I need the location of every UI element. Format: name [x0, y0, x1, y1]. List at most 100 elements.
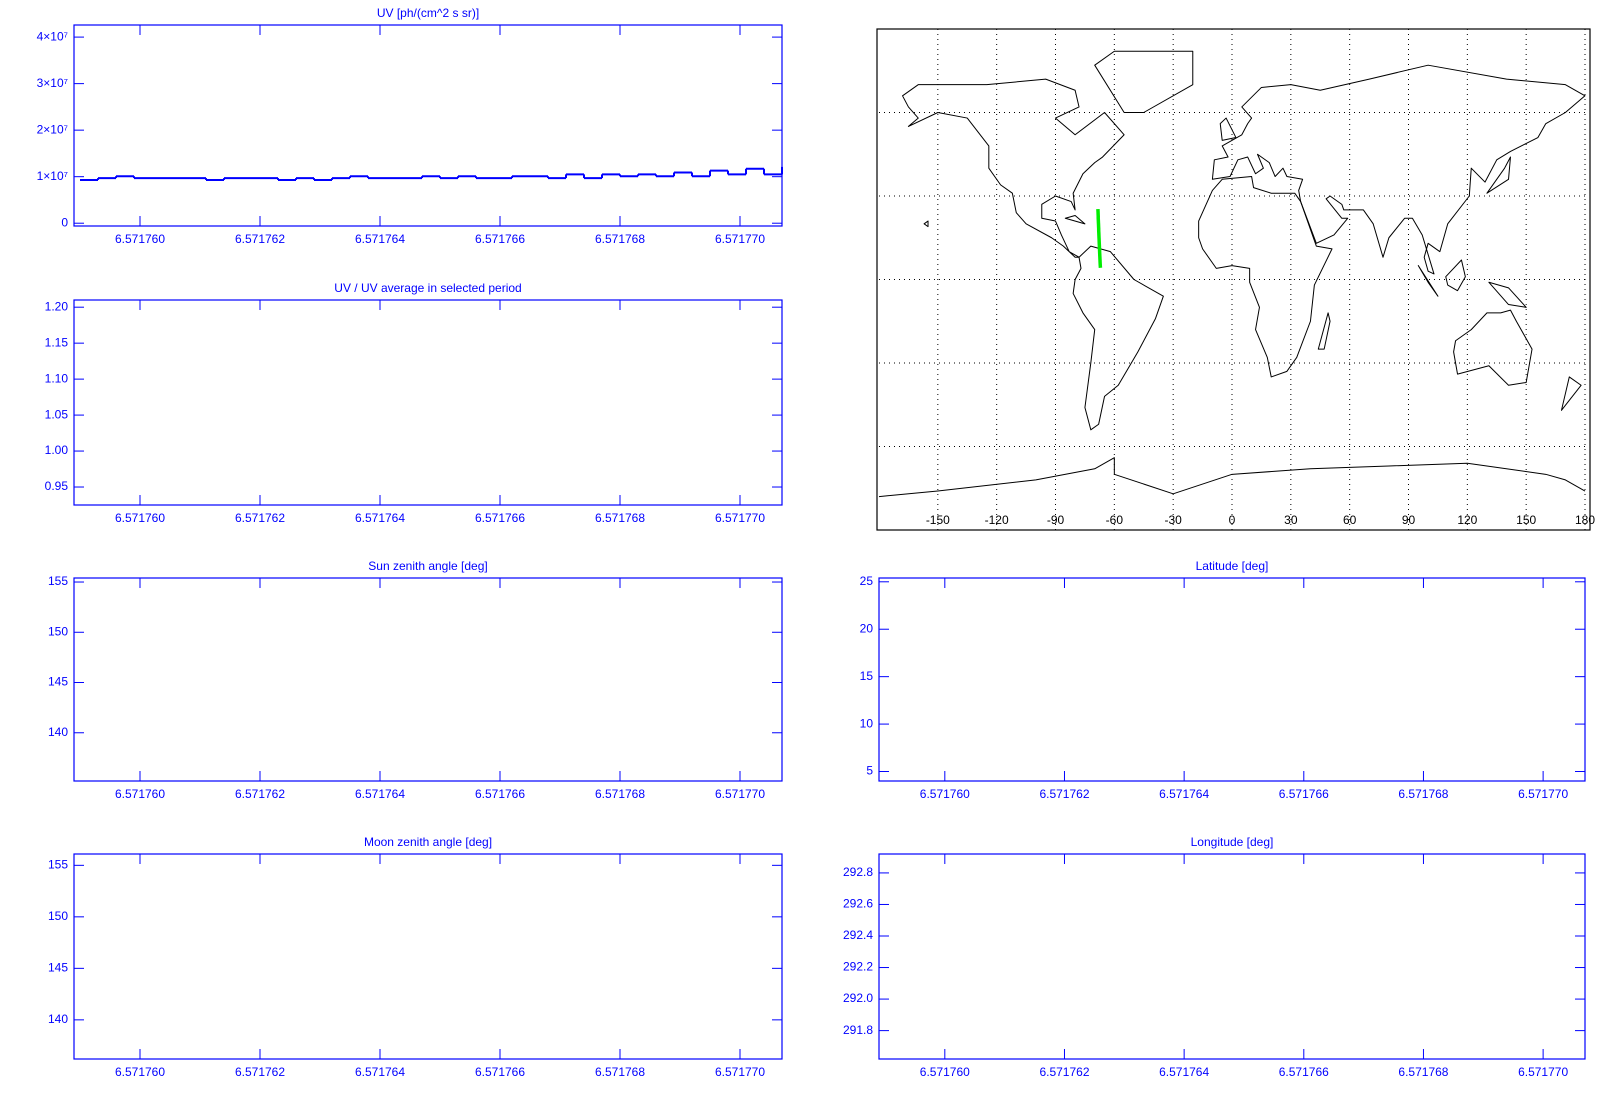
- y-tick-label: 1.00: [45, 443, 69, 457]
- x-tick-label: 6.571760: [115, 511, 165, 525]
- x-tick-label: -30: [1164, 513, 1182, 527]
- eurasia: [1212, 65, 1585, 274]
- x-tick-label: 30: [1284, 513, 1298, 527]
- x-tick-label: 6.571768: [595, 787, 645, 801]
- x-tick-label: 6.571764: [355, 232, 405, 246]
- x-tick-label: 6.571768: [595, 232, 645, 246]
- y-tick-label: 4×10⁷: [37, 29, 68, 43]
- x-tick-label: 6.571768: [1398, 787, 1448, 801]
- y-tick-label: 1.10: [45, 371, 69, 385]
- x-tick-label: 6.571764: [1159, 1065, 1209, 1079]
- x-tick-label: 6.571762: [235, 511, 285, 525]
- x-tick-label: 0: [1229, 513, 1236, 527]
- x-tick-label: 60: [1343, 513, 1357, 527]
- x-tick-label: 6.571770: [1518, 1065, 1568, 1079]
- greenland: [1095, 51, 1193, 112]
- y-tick-label: 25: [860, 574, 874, 588]
- y-tick-label: 150: [48, 909, 68, 923]
- x-tick-label: 6.571770: [715, 511, 765, 525]
- x-tick-label: 6.571762: [235, 1065, 285, 1079]
- y-tick-label: 20: [860, 621, 874, 635]
- chart-title: Latitude [deg]: [1196, 559, 1269, 573]
- x-tick-label: 6.571760: [920, 1065, 970, 1079]
- x-tick-label: 6.571762: [1039, 1065, 1089, 1079]
- chart-title: UV / UV average in selected period: [334, 281, 521, 295]
- y-tick-label: 5: [866, 764, 873, 778]
- x-tick-label: -90: [1047, 513, 1065, 527]
- x-tick-label: 6.571770: [1518, 787, 1568, 801]
- coastlines: [879, 51, 1585, 496]
- x-tick-label: 6.571762: [235, 787, 285, 801]
- x-tick-label: 6.571766: [475, 787, 525, 801]
- y-tick-label: 1.15: [45, 335, 69, 349]
- chart-title: Moon zenith angle [deg]: [364, 835, 492, 849]
- x-tick-label: 6.571762: [235, 232, 285, 246]
- x-tick-label: 6.571770: [715, 787, 765, 801]
- x-tick-label: 6.571766: [475, 1065, 525, 1079]
- x-tick-label: 6.571760: [115, 787, 165, 801]
- y-tick-label: 291.8: [843, 1023, 873, 1037]
- x-tick-label: 6.571764: [355, 1065, 405, 1079]
- antarctica: [879, 458, 1585, 497]
- x-tick-label: 6.571768: [595, 511, 645, 525]
- y-tick-label: 292.2: [843, 960, 873, 974]
- y-tick-label: 15: [860, 669, 874, 683]
- map-frame: [876, 28, 1591, 531]
- x-tick-label: -120: [985, 513, 1009, 527]
- y-tick-label: 10: [860, 716, 874, 730]
- y-tick-label: 1.05: [45, 407, 69, 421]
- y-tick-label: 1×10⁷: [37, 169, 68, 183]
- x-tick-label: 6.571770: [715, 1065, 765, 1079]
- x-tick-label: 6.571766: [475, 511, 525, 525]
- x-tick-label: 6.571760: [115, 1065, 165, 1079]
- x-tick-label: 180: [1575, 513, 1595, 527]
- plot-frame: [73, 24, 783, 227]
- chart-title: UV [ph/(cm^2 s sr)]: [377, 6, 479, 20]
- x-tick-label: -60: [1106, 513, 1124, 527]
- x-tick-label: -150: [926, 513, 950, 527]
- chart-title: Longitude [deg]: [1191, 835, 1274, 849]
- chart-title: Sun zenith angle [deg]: [368, 559, 487, 573]
- x-tick-label: 6.571766: [475, 232, 525, 246]
- y-tick-label: 140: [48, 1012, 68, 1026]
- plot-frame: [878, 577, 1586, 782]
- south-america: [1073, 246, 1163, 430]
- plot-frame: [73, 299, 783, 506]
- y-tick-label: 155: [48, 574, 68, 588]
- y-tick-label: 145: [48, 961, 68, 975]
- y-tick-label: 292.8: [843, 865, 873, 879]
- x-tick-label: 6.571766: [1279, 1065, 1329, 1079]
- x-tick-label: 6.571766: [1279, 787, 1329, 801]
- y-tick-label: 3×10⁷: [37, 76, 68, 90]
- north-america: [903, 79, 1125, 257]
- y-tick-label: 145: [48, 675, 68, 689]
- x-tick-label: 90: [1402, 513, 1416, 527]
- x-tick-label: 6.571760: [920, 787, 970, 801]
- y-tick-label: 155: [48, 858, 68, 872]
- y-tick-label: 0: [61, 215, 68, 229]
- y-tick-label: 150: [48, 624, 68, 638]
- africa: [1199, 177, 1332, 377]
- x-tick-label: 6.571764: [355, 787, 405, 801]
- x-tick-label: 6.571762: [1039, 787, 1089, 801]
- y-tick-label: 292.6: [843, 897, 873, 911]
- x-tick-label: 6.571764: [1159, 787, 1209, 801]
- islands: [924, 118, 1581, 410]
- plot-frame: [878, 853, 1586, 1060]
- y-tick-label: 292.0: [843, 991, 873, 1005]
- x-tick-label: 6.571768: [595, 1065, 645, 1079]
- plot-frame: [73, 853, 783, 1060]
- x-tick-label: 6.571760: [115, 232, 165, 246]
- x-tick-label: 6.571770: [715, 232, 765, 246]
- y-tick-label: 2×10⁷: [37, 122, 68, 136]
- y-tick-label: 140: [48, 725, 68, 739]
- ground-track: [1096, 209, 1103, 268]
- x-tick-label: 6.571764: [355, 511, 405, 525]
- australia: [1454, 310, 1532, 385]
- y-tick-label: 1.20: [45, 299, 69, 313]
- plot-frame: [73, 577, 783, 782]
- x-tick-label: 150: [1516, 513, 1536, 527]
